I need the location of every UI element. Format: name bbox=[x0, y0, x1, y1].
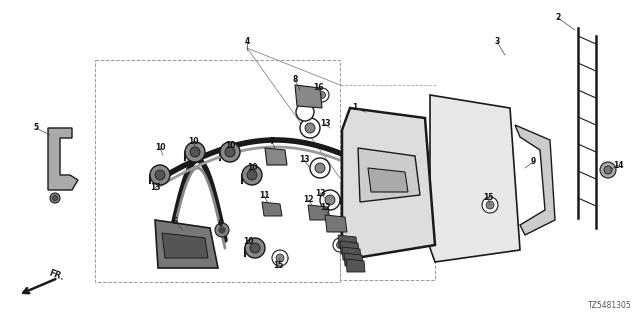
Text: 15: 15 bbox=[273, 260, 283, 269]
Circle shape bbox=[247, 170, 257, 180]
Text: 6: 6 bbox=[172, 218, 178, 227]
Polygon shape bbox=[346, 259, 365, 272]
Circle shape bbox=[325, 195, 335, 205]
Text: FR.: FR. bbox=[48, 268, 66, 282]
Circle shape bbox=[220, 142, 240, 162]
Polygon shape bbox=[162, 233, 208, 258]
Text: 8: 8 bbox=[292, 76, 298, 84]
Polygon shape bbox=[344, 253, 363, 266]
Text: 13: 13 bbox=[299, 156, 309, 164]
Circle shape bbox=[604, 166, 612, 174]
Polygon shape bbox=[342, 108, 435, 258]
Circle shape bbox=[215, 223, 229, 237]
Circle shape bbox=[310, 158, 330, 178]
Circle shape bbox=[320, 190, 340, 210]
Circle shape bbox=[250, 243, 260, 253]
Circle shape bbox=[305, 123, 315, 133]
Text: 11: 11 bbox=[259, 191, 269, 201]
Text: 4: 4 bbox=[244, 37, 250, 46]
Text: 1: 1 bbox=[353, 103, 358, 113]
Text: 10: 10 bbox=[243, 237, 253, 246]
Text: 10: 10 bbox=[247, 164, 257, 172]
Polygon shape bbox=[155, 220, 218, 268]
Text: 10: 10 bbox=[225, 140, 236, 149]
Polygon shape bbox=[342, 247, 361, 260]
Text: 13: 13 bbox=[150, 183, 160, 193]
Circle shape bbox=[50, 193, 60, 203]
Polygon shape bbox=[368, 168, 408, 192]
Polygon shape bbox=[325, 215, 347, 232]
Polygon shape bbox=[48, 128, 78, 190]
Polygon shape bbox=[340, 241, 359, 254]
Circle shape bbox=[337, 242, 344, 249]
Circle shape bbox=[315, 163, 325, 173]
Text: 3: 3 bbox=[494, 37, 500, 46]
Circle shape bbox=[315, 88, 329, 102]
Text: 13: 13 bbox=[320, 119, 330, 129]
Polygon shape bbox=[430, 95, 520, 262]
Text: 13: 13 bbox=[315, 188, 325, 197]
Circle shape bbox=[190, 147, 200, 157]
Polygon shape bbox=[295, 85, 322, 108]
Text: 9: 9 bbox=[531, 157, 536, 166]
Circle shape bbox=[218, 227, 225, 234]
Circle shape bbox=[486, 201, 494, 209]
Text: 5: 5 bbox=[33, 124, 38, 132]
Circle shape bbox=[482, 197, 498, 213]
Text: 14: 14 bbox=[612, 161, 623, 170]
Polygon shape bbox=[338, 235, 357, 248]
Text: 6: 6 bbox=[218, 220, 223, 228]
Circle shape bbox=[150, 165, 170, 185]
Text: 10: 10 bbox=[188, 138, 198, 147]
Bar bbox=[95, 60, 340, 282]
Text: 2: 2 bbox=[556, 13, 561, 22]
Text: 12: 12 bbox=[303, 196, 313, 204]
Text: TZ5481305: TZ5481305 bbox=[588, 301, 632, 310]
Polygon shape bbox=[262, 202, 282, 216]
Circle shape bbox=[52, 196, 58, 201]
Circle shape bbox=[276, 254, 284, 262]
Circle shape bbox=[296, 103, 314, 121]
Bar bbox=[340, 185, 435, 280]
Circle shape bbox=[155, 170, 165, 180]
Polygon shape bbox=[265, 148, 287, 165]
Polygon shape bbox=[308, 205, 330, 220]
Circle shape bbox=[270, 151, 282, 163]
Circle shape bbox=[242, 165, 262, 185]
Circle shape bbox=[333, 238, 347, 252]
Circle shape bbox=[272, 250, 288, 266]
Text: 12: 12 bbox=[320, 204, 330, 212]
Circle shape bbox=[185, 142, 205, 162]
Text: 7: 7 bbox=[269, 138, 275, 147]
Polygon shape bbox=[515, 125, 555, 235]
Text: 16: 16 bbox=[313, 84, 323, 92]
Text: 10: 10 bbox=[155, 143, 165, 153]
Text: 15: 15 bbox=[483, 194, 493, 203]
Circle shape bbox=[319, 92, 326, 99]
Circle shape bbox=[600, 162, 616, 178]
Circle shape bbox=[225, 147, 235, 157]
Polygon shape bbox=[358, 148, 420, 202]
Circle shape bbox=[300, 118, 320, 138]
Circle shape bbox=[245, 238, 265, 258]
